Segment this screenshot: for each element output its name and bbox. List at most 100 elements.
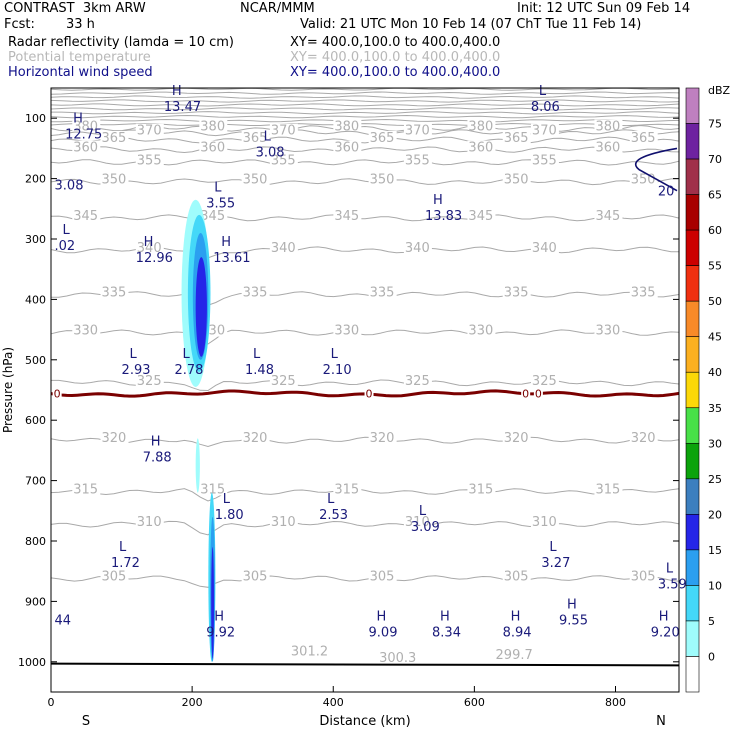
isentrope-label-bg (199, 208, 228, 222)
isentrope-label: 335 (102, 286, 127, 301)
isentrope-label: 350 (504, 173, 529, 188)
wind-extremum-marker: H (172, 84, 182, 99)
wind-extremum-marker: L (331, 347, 339, 362)
forecast-hour-label: Fcst: (4, 17, 35, 32)
isentrope-label: 320 (370, 431, 395, 446)
isentrope-label-bg (72, 323, 101, 337)
colorbar-swatch (685, 229, 700, 266)
isentrope-label: 310 (405, 515, 430, 530)
isentrope-label: 355 (532, 153, 557, 168)
wind-speed-label: 1.80 (215, 508, 244, 523)
isentrope-label: 345 (334, 209, 359, 224)
isentrope-label-bg (135, 123, 164, 137)
valid-time: Valid: 21 UTC Mon 10 Feb 14 (07 ChT Tue … (300, 17, 642, 32)
isentrope-label: 370 (405, 124, 430, 139)
isentrope-label-bg (368, 569, 397, 583)
north-end-label: N (656, 714, 666, 729)
isentrope-upper-line (50, 95, 680, 99)
wind-extremum-marker: H (377, 610, 387, 625)
isentrope-label: 335 (631, 286, 656, 301)
ground-line (50, 662, 680, 667)
colorbar-swatch (685, 585, 700, 622)
isentrope-label: 350 (102, 173, 127, 188)
isentrope-label-bg (100, 569, 129, 583)
wind-contour-label: 20 (658, 185, 675, 200)
colorbar-tick-label: 0 (708, 650, 715, 663)
isentrope-label-bg (467, 140, 496, 154)
wind-extremum-marker: L (539, 84, 547, 99)
freezing-label-bg (364, 387, 374, 399)
reflectivity-cell (195, 257, 207, 357)
wind-speed-label: 13.47 (164, 100, 201, 115)
isentrope-label: 315 (468, 482, 493, 497)
institution-label: NCAR/MMM (240, 1, 315, 16)
wind-speed-label: 9.20 (651, 626, 680, 641)
isentrope-line (50, 178, 680, 186)
isentrope-label-bg (403, 515, 432, 529)
isentrope-label: 350 (243, 173, 268, 188)
y-tick-label: 200 (25, 173, 46, 186)
wind-speed-label: 2.93 (122, 363, 151, 378)
isentrope-label-bg (199, 140, 228, 154)
wind-speed-label: .02 (55, 239, 76, 254)
field-wind-name: Horizontal wind speed (8, 65, 153, 80)
wind-speed-label: 1.72 (111, 556, 140, 571)
isentrope-label: 370 (271, 124, 296, 139)
isentrope-label: 335 (243, 286, 268, 301)
isentrope-label-bg (629, 431, 658, 445)
isentrope-label-bg (594, 208, 623, 222)
colorbar-tick-label: 35 (708, 402, 722, 415)
colorbar-swatch (685, 442, 700, 480)
y-tick-label: 600 (25, 414, 46, 427)
wind-speed-label: 9.92 (206, 626, 235, 641)
isentrope-label-bg (333, 119, 362, 133)
wind-extremum-marker: L (182, 347, 190, 362)
isentrope-label: 310 (271, 515, 296, 530)
isentrope-label: 345 (200, 209, 225, 224)
x-tick-label: 0 (48, 696, 55, 709)
isentrope-label: 360 (334, 141, 359, 156)
isentrope-line (50, 436, 680, 448)
forecast-hour-value: 33 h (66, 17, 95, 32)
colorbar-tick-label: 30 (708, 437, 722, 450)
isentrope-label: 315 (334, 482, 359, 497)
isentrope-label: 370 (532, 124, 557, 139)
colorbar-tick-label: 15 (708, 544, 722, 557)
colorbar-swatch (685, 478, 700, 515)
wind-speed-label: 12.75 (65, 127, 102, 142)
isentrope-label: 320 (504, 431, 529, 446)
isentrope-label: 330 (595, 324, 620, 339)
isentrope-label-bg (269, 373, 298, 387)
y-tick-label: 400 (25, 293, 46, 306)
isentrope-label-bg (135, 153, 164, 167)
wind-speed-label: 2.53 (319, 508, 348, 523)
colorbar-tick-label: 40 (708, 366, 722, 379)
colorbar-swatch (685, 514, 700, 551)
isentrope-label: 360 (200, 141, 225, 156)
wind-speed-label: 7.88 (143, 450, 172, 465)
isentrope-label-bg (403, 123, 432, 137)
wind-extremum-marker: H (144, 235, 154, 250)
isentrope-label-bg (629, 285, 658, 299)
field-theta-xy: XY= 400.0,100.0 to 400.0,400.0 (290, 50, 501, 65)
isentrope-label: 345 (595, 209, 620, 224)
isentrope-upper-line (50, 107, 680, 111)
isentrope-label-bg (135, 373, 164, 387)
isentrope-label-bg (269, 123, 298, 137)
isentrope-label-bg (241, 431, 270, 445)
x-tick-label: 200 (182, 696, 203, 709)
isentrope-label-bg (467, 208, 496, 222)
wind-extremum-marker: H (214, 610, 224, 625)
wind-extremum-marker: L (419, 504, 427, 519)
isentrope-label: 365 (631, 131, 656, 146)
colorbar-swatch (685, 371, 700, 409)
isentrope-upper-line (50, 91, 680, 95)
isentrope-label-bg (135, 240, 164, 254)
isentrope-label: 335 (370, 286, 395, 301)
isentrope-label-bg (530, 153, 559, 167)
isentrope-label: 330 (73, 324, 98, 339)
colorbar-swatch (685, 407, 700, 444)
wind-extremum-marker: H (221, 235, 231, 250)
isentrope-label-bg (403, 153, 432, 167)
